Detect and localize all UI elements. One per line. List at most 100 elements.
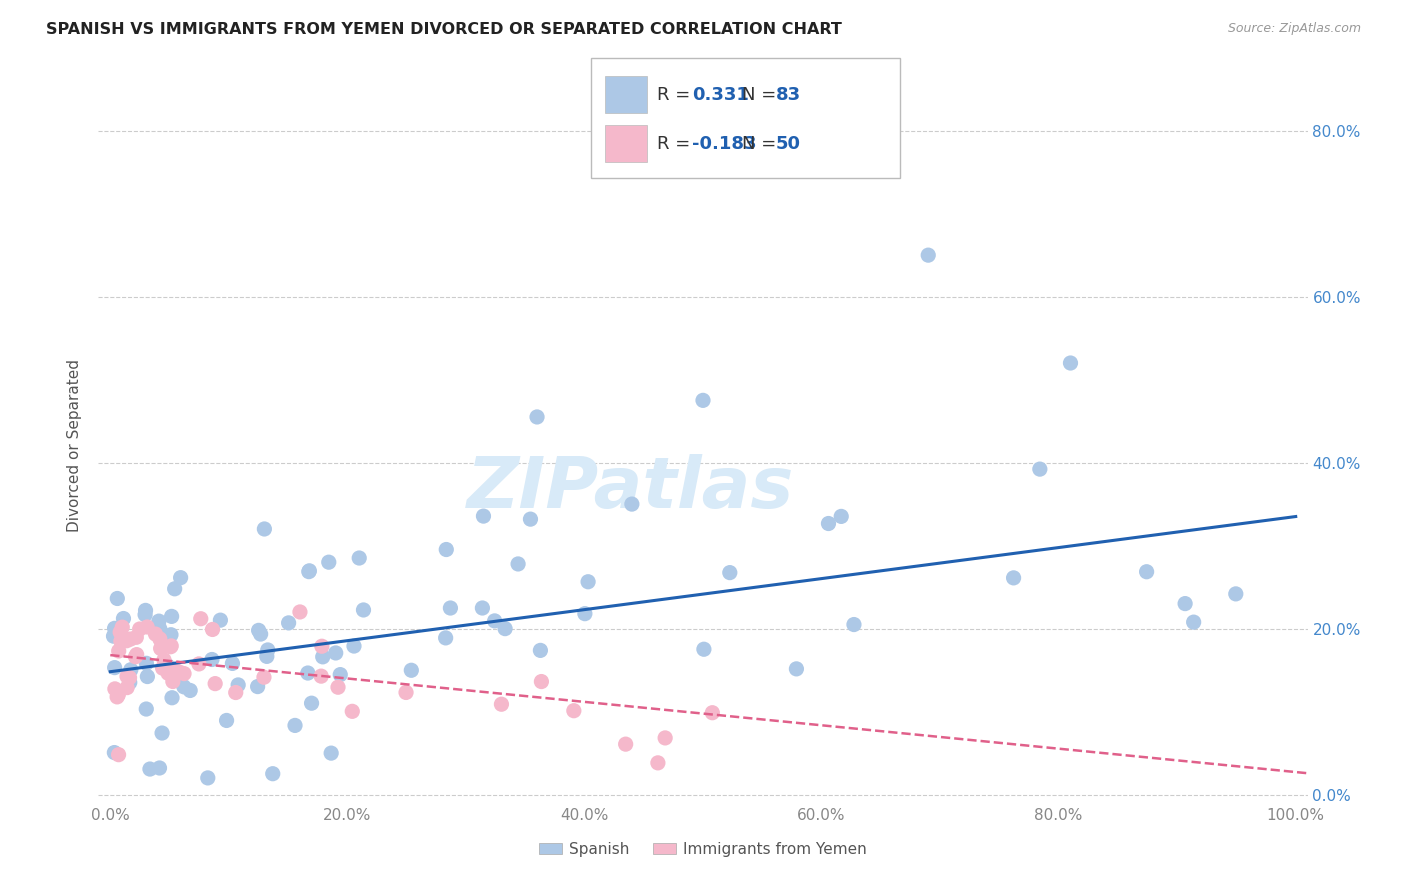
Point <box>169 571 191 585</box>
Point <box>120 663 142 677</box>
Point <box>614 737 637 751</box>
Point <box>187 657 209 671</box>
Point <box>139 762 162 776</box>
Point <box>298 565 321 579</box>
Point <box>115 669 138 683</box>
Point <box>917 248 939 262</box>
Point <box>149 622 172 636</box>
Point <box>647 756 669 770</box>
Point <box>718 566 741 580</box>
Point <box>148 614 170 628</box>
Point <box>118 675 141 690</box>
Point <box>842 617 865 632</box>
Point <box>221 657 243 671</box>
Point <box>247 624 270 638</box>
Point <box>249 627 271 641</box>
Point <box>107 644 129 658</box>
Point <box>153 653 176 667</box>
Point <box>134 607 156 622</box>
Point <box>620 497 643 511</box>
Point <box>309 669 332 683</box>
Point <box>284 718 307 732</box>
Point <box>120 632 142 646</box>
Text: 50: 50 <box>776 135 801 153</box>
Point <box>115 681 138 695</box>
Point <box>163 582 186 596</box>
Point <box>484 614 506 628</box>
Point <box>160 609 183 624</box>
Point <box>105 591 128 606</box>
Point <box>225 685 247 699</box>
Point <box>297 666 319 681</box>
Text: N =: N = <box>742 135 782 153</box>
Point <box>124 649 146 664</box>
Point <box>318 555 340 569</box>
Point <box>110 634 132 648</box>
Point <box>165 664 187 678</box>
Point <box>506 557 529 571</box>
Point <box>152 661 174 675</box>
Point <box>1059 356 1081 370</box>
Point <box>343 639 366 653</box>
Point <box>817 516 839 531</box>
Point <box>136 620 159 634</box>
Point <box>108 625 131 640</box>
Point <box>326 680 349 694</box>
Point <box>128 622 150 636</box>
Point <box>103 746 125 760</box>
Point <box>135 702 157 716</box>
Point <box>125 630 148 644</box>
Point <box>471 601 494 615</box>
Point <box>353 603 375 617</box>
Point <box>149 632 172 646</box>
Point <box>434 542 457 557</box>
Legend: Spanish, Immigrants from Yemen: Spanish, Immigrants from Yemen <box>533 836 873 863</box>
Point <box>111 620 134 634</box>
Point <box>494 622 516 636</box>
Point <box>298 564 321 578</box>
Point <box>115 633 138 648</box>
Point <box>654 731 676 745</box>
Point <box>253 670 276 684</box>
Point <box>277 615 299 630</box>
Point <box>262 766 284 780</box>
Text: R =: R = <box>657 86 696 103</box>
Text: R =: R = <box>657 135 696 153</box>
Point <box>190 612 212 626</box>
Point <box>173 680 195 694</box>
Text: Source: ZipAtlas.com: Source: ZipAtlas.com <box>1227 22 1361 36</box>
Point <box>226 678 249 692</box>
Point <box>395 685 418 699</box>
Point <box>197 771 219 785</box>
Point <box>530 674 553 689</box>
Point <box>246 680 269 694</box>
Point <box>160 628 183 642</box>
Point <box>785 662 807 676</box>
Point <box>135 657 157 671</box>
Point <box>201 652 224 666</box>
Point <box>104 660 127 674</box>
Point <box>562 704 585 718</box>
Text: N =: N = <box>742 86 782 103</box>
Point <box>491 697 513 711</box>
Point <box>162 674 184 689</box>
Point <box>201 623 224 637</box>
Point <box>145 627 167 641</box>
Point <box>107 747 129 762</box>
Point <box>107 688 129 702</box>
Point <box>256 649 278 664</box>
Point <box>103 629 125 643</box>
Point <box>157 666 180 681</box>
Point <box>693 642 716 657</box>
Point <box>136 669 159 683</box>
Point <box>162 662 184 676</box>
Point <box>156 659 179 673</box>
Point <box>692 393 714 408</box>
Point <box>288 605 311 619</box>
Point <box>209 613 232 627</box>
Point <box>519 512 541 526</box>
Point <box>325 646 347 660</box>
Point <box>104 681 127 696</box>
Point <box>830 509 852 524</box>
Point <box>253 522 276 536</box>
